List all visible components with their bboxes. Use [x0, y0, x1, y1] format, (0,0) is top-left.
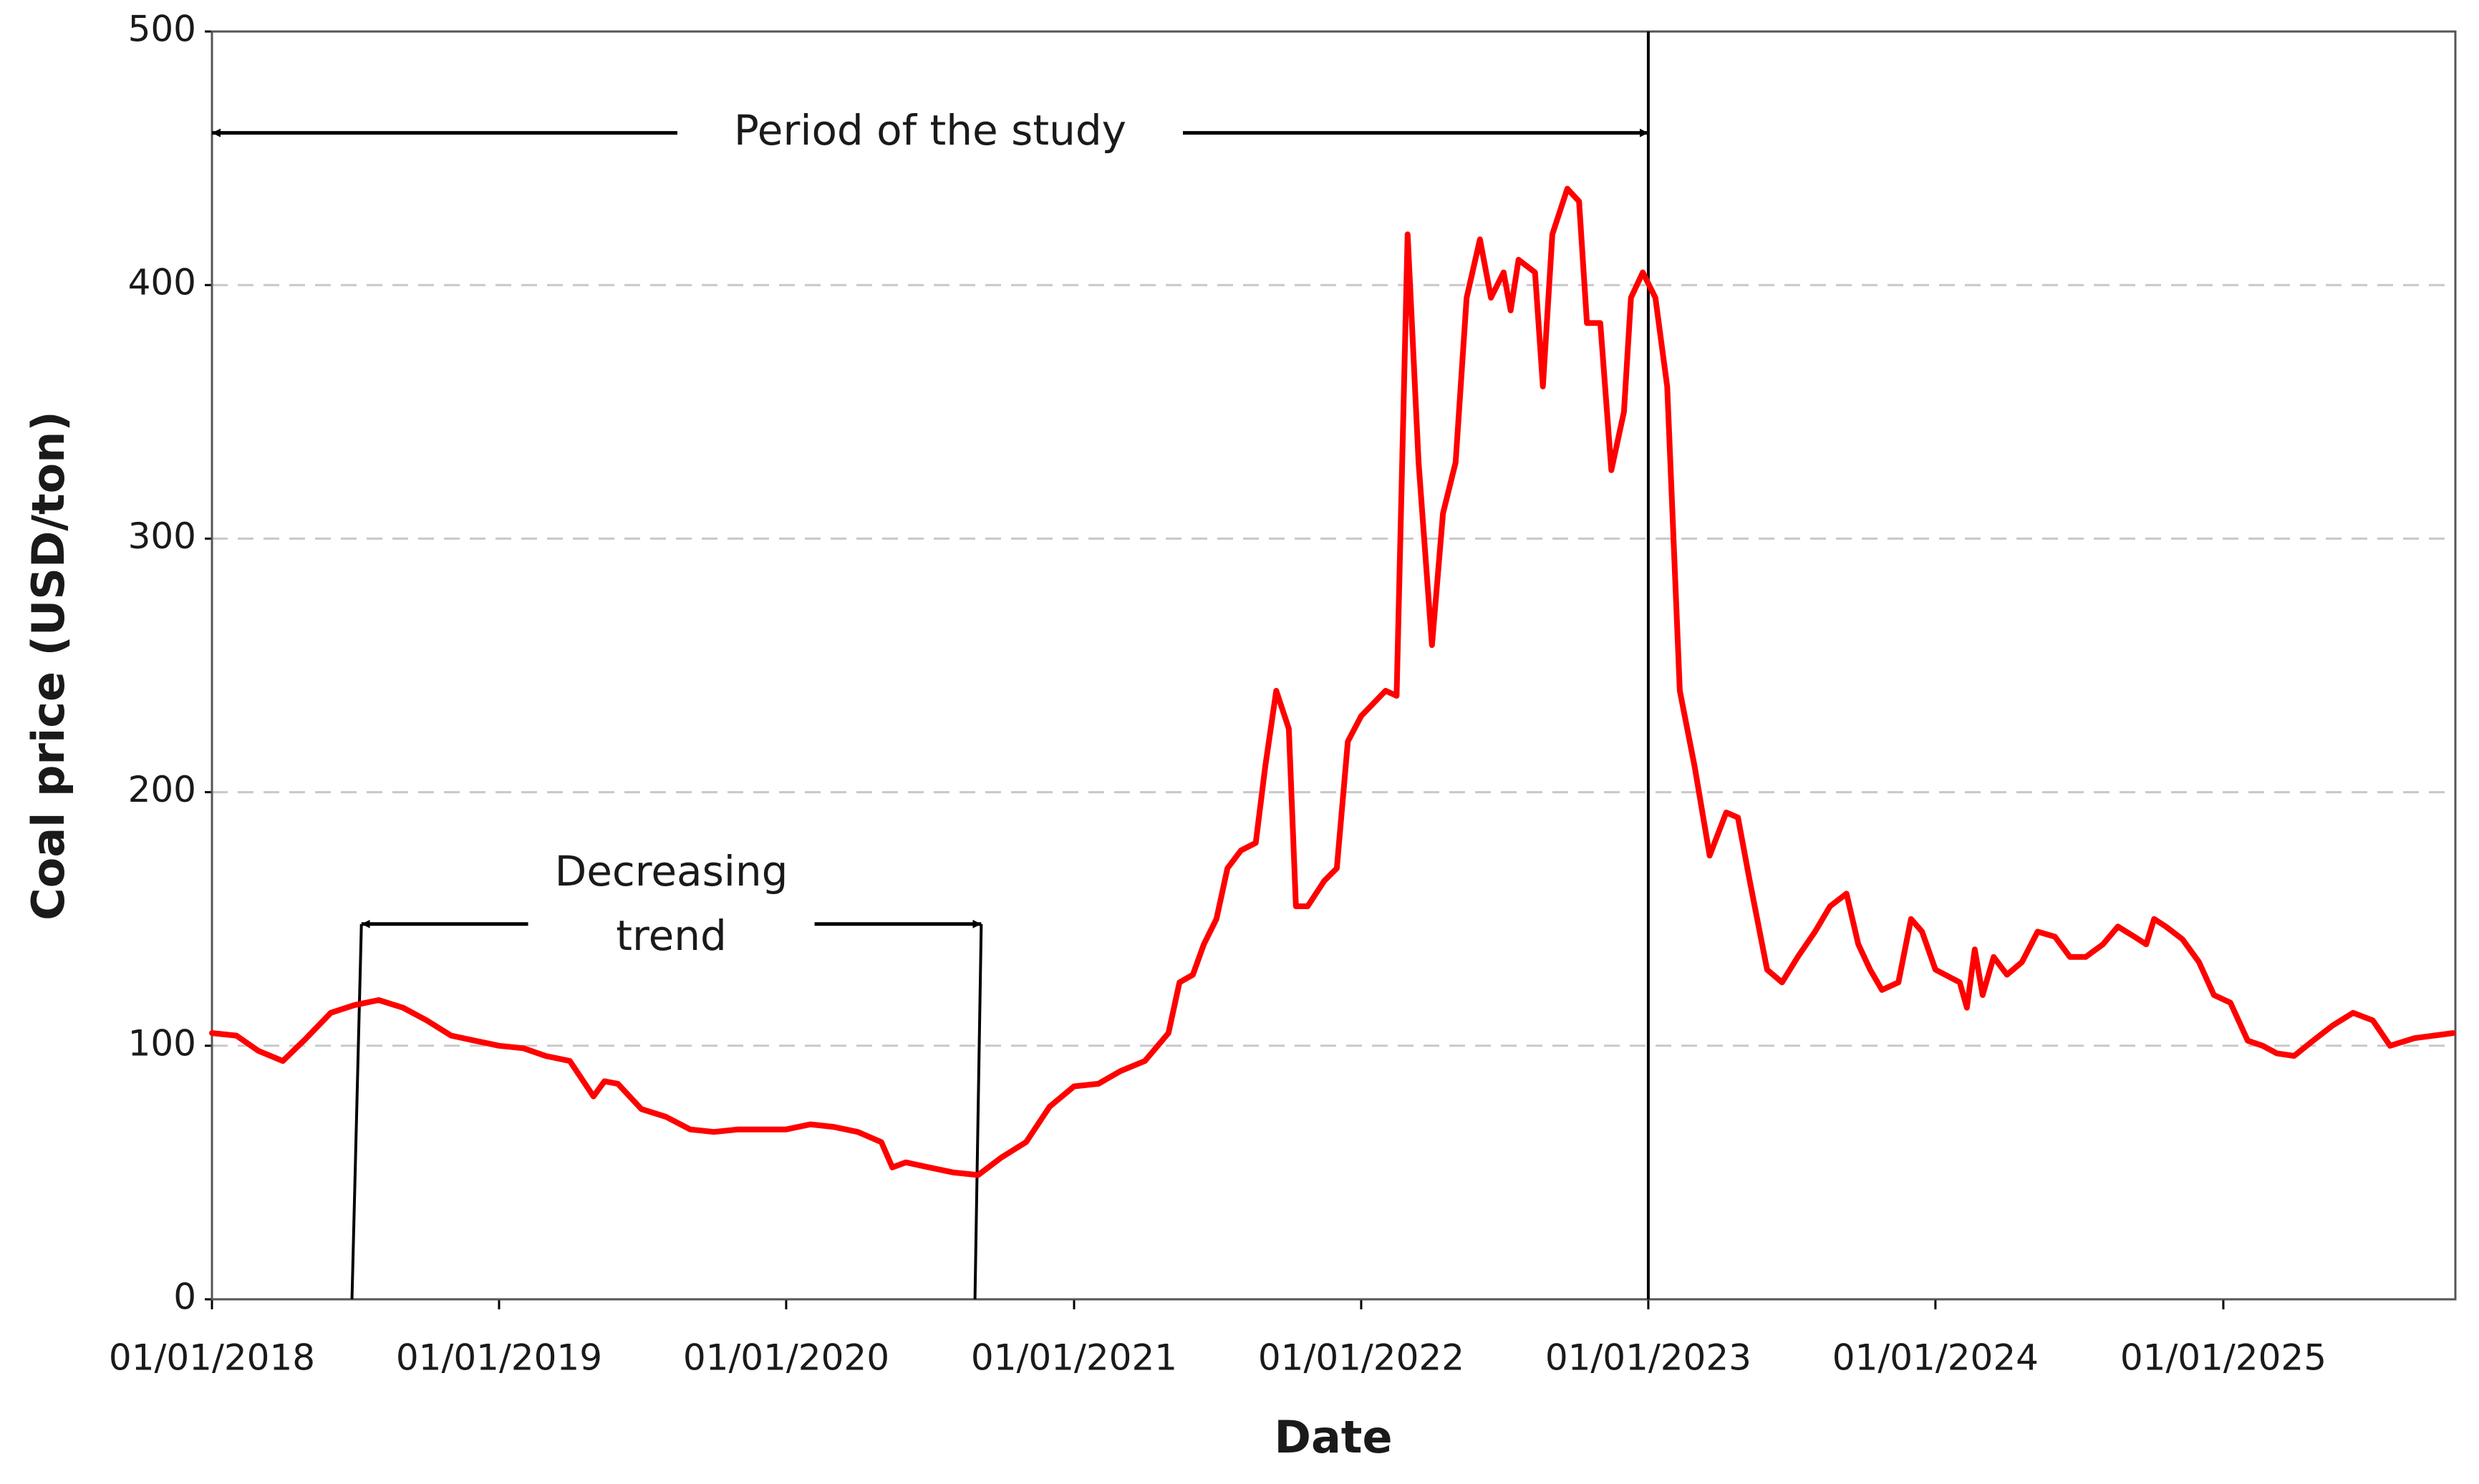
y-tick-label: 100 [128, 1022, 196, 1064]
x-tick-label: 01/01/2020 [683, 1337, 889, 1379]
x-tick-label: 01/01/2023 [1545, 1337, 1751, 1379]
annotation-text: Period of the study [734, 106, 1126, 155]
annotation-text: trend [616, 911, 727, 960]
x-tick-label: 01/01/2024 [1832, 1337, 2039, 1379]
y-tick-label: 500 [128, 9, 196, 50]
y-tick-label: 0 [173, 1276, 196, 1318]
y-axis-title: Coal price (USD/ton) [22, 411, 74, 921]
price-line [209, 185, 2456, 1178]
y-tick-label: 200 [128, 769, 196, 810]
plot-frame [211, 30, 2457, 1301]
annotation-gap [677, 100, 1183, 165]
x-tick-label: 01/01/2025 [2120, 1337, 2326, 1379]
y-tick-label: 300 [128, 515, 196, 557]
x-tick-label: 01/01/2019 [396, 1337, 602, 1379]
x-tick-label: 01/01/2018 [109, 1337, 315, 1379]
x-tick-label: 01/01/2022 [1258, 1337, 1464, 1379]
leader-line [973, 923, 983, 1300]
x-axis-title: Date [1275, 1411, 1393, 1463]
x-tick-label: 01/01/2021 [971, 1337, 1177, 1379]
leader-line [350, 923, 363, 1300]
annotation-text: Decreasing [555, 847, 788, 896]
annotation-gap [528, 841, 815, 971]
y-tick-label: 400 [128, 262, 196, 304]
